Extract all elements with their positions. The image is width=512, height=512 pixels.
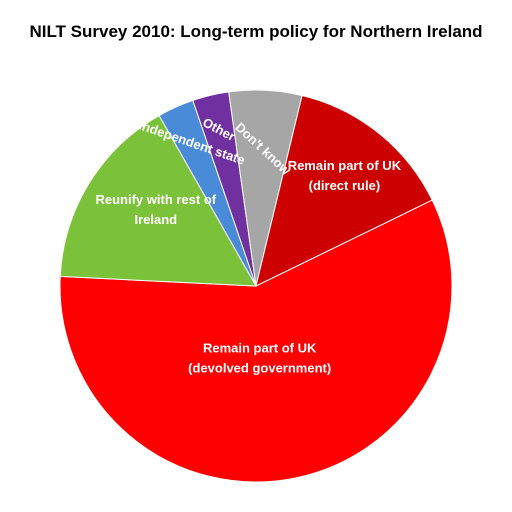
pie-slice xyxy=(59,199,453,483)
chart-title: NILT Survey 2010: Long-term policy for N… xyxy=(29,22,483,41)
slice-label: Reunify with rest of Ireland xyxy=(95,192,216,227)
slice-label: Remain part of UK (direct rule) xyxy=(288,158,402,193)
pie-slice xyxy=(255,94,433,287)
slice-label-line: Remain part of UK xyxy=(203,340,317,355)
slice-label-line: Remain part of UK xyxy=(288,158,402,173)
slice-label-line: (devolved government) xyxy=(188,360,331,375)
pie-slice xyxy=(59,114,257,287)
slice-label-line: Reunify with rest of xyxy=(95,192,216,207)
slice-label-line: Ireland xyxy=(134,212,177,227)
slice-label: Remain part of UK (devolved government) xyxy=(188,340,331,375)
slice-label-line: (direct rule) xyxy=(309,178,381,193)
pie-slices xyxy=(59,89,453,483)
